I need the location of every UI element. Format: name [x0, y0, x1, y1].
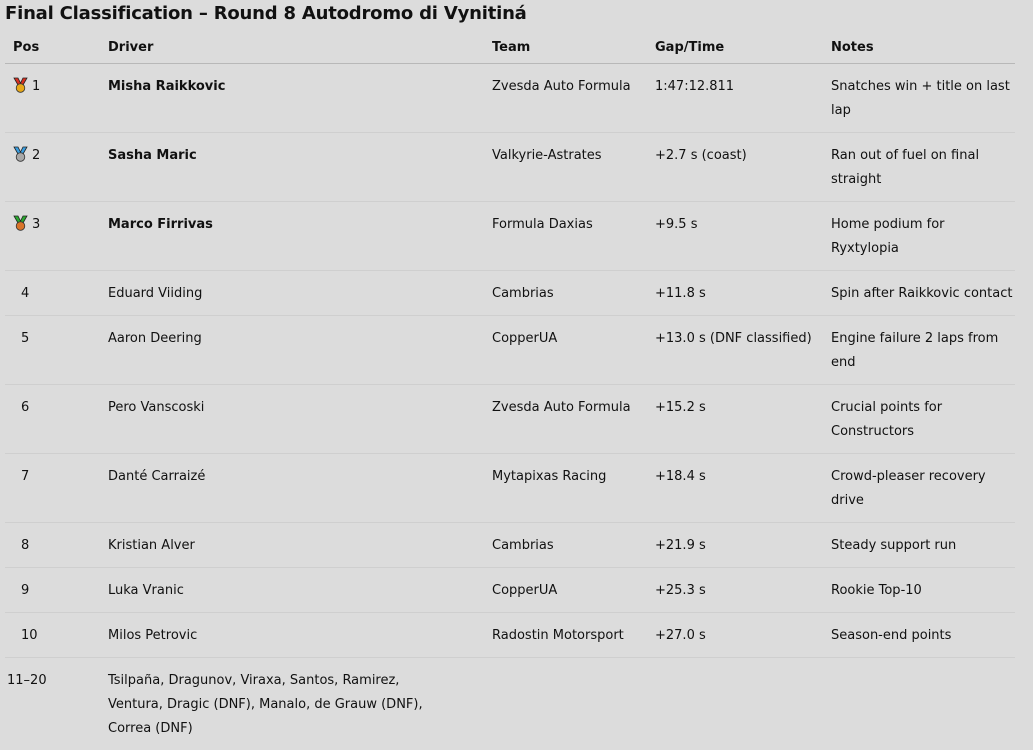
bronze-medal-icon — [13, 215, 28, 231]
driver-name: Marco Firrivas — [108, 202, 492, 271]
pos-cell: 4 — [5, 271, 108, 316]
table-row: 5 Aaron Deering CopperUA +13.0 s (DNF cl… — [5, 316, 1015, 385]
gap-time: +27.0 s — [655, 613, 831, 658]
header-pos: Pos — [5, 32, 108, 64]
gap-time: +15.2 s — [655, 385, 831, 454]
driver-name: Danté Carraizé — [108, 454, 492, 523]
pos-cell: 6 — [5, 385, 108, 454]
header-gap: Gap/Time — [655, 32, 831, 64]
classification-table: Pos Driver Team Gap/Time Notes 1 Misha R… — [5, 32, 1015, 750]
team-name: CopperUA — [492, 568, 655, 613]
gap-time: +21.9 s — [655, 523, 831, 568]
driver-name: Luka Vranic — [108, 568, 492, 613]
page-title: Final Classification – Round 8 Autodromo… — [5, 3, 527, 24]
header-notes: Notes — [831, 32, 1015, 64]
table-row: 8 Kristian Alver Cambrias +21.9 s Steady… — [5, 523, 1015, 568]
position: 5 — [13, 327, 29, 351]
driver-name: Sasha Maric — [108, 133, 492, 202]
table-row: 10 Milos Petrovic Radostin Motorsport +2… — [5, 613, 1015, 658]
driver-name: Misha Raikkovic — [108, 64, 492, 133]
team-name: CopperUA — [492, 316, 655, 385]
pos-cell: 3 — [5, 202, 108, 271]
gap-time: +11.8 s — [655, 271, 831, 316]
notes: Steady support run — [831, 523, 1015, 568]
team-name: Formula Daxias — [492, 202, 655, 271]
pos-cell: 1 — [5, 64, 108, 133]
driver-name: Kristian Alver — [108, 523, 492, 568]
position: 8 — [13, 534, 29, 558]
table-header: Pos Driver Team Gap/Time Notes — [5, 32, 1015, 64]
gap-time: +2.7 s (coast) — [655, 133, 831, 202]
position: 6 — [13, 396, 29, 420]
position: 4 — [13, 282, 29, 306]
notes: Snatches win + title on last lap — [831, 64, 1015, 133]
position: 3 — [32, 213, 40, 237]
pos-cell: 2 — [5, 133, 108, 202]
other-drivers: Tsilpaña, Dragunov, Viraxa, Santos, Rami… — [108, 658, 655, 750]
team-name: Zvesda Auto Formula — [492, 64, 655, 133]
team-name: Radostin Motorsport — [492, 613, 655, 658]
pos-cell: 9 — [5, 568, 108, 613]
gap-time: +13.0 s (DNF classified) — [655, 316, 831, 385]
position: 7 — [13, 465, 29, 489]
position: 1 — [32, 75, 40, 99]
notes: Ran out of fuel on final straight — [831, 133, 1015, 202]
notes: Engine failure 2 laps from end — [831, 316, 1015, 385]
driver-name: Pero Vanscoski — [108, 385, 492, 454]
notes: Rookie Top-10 — [831, 568, 1015, 613]
table-row-others: 11–20 Tsilpaña, Dragunov, Viraxa, Santos… — [5, 658, 1015, 750]
table-row: 3 Marco Firrivas Formula Daxias +9.5 s H… — [5, 202, 1015, 271]
position-range: 11–20 — [5, 658, 108, 750]
team-name: Cambrias — [492, 523, 655, 568]
driver-name: Milos Petrovic — [108, 613, 492, 658]
position: 10 — [13, 624, 38, 648]
team-name: Zvesda Auto Formula — [492, 385, 655, 454]
other-drivers-text: Tsilpaña, Dragunov, Viraxa, Santos, Rami… — [108, 669, 448, 741]
table-row: 2 Sasha Maric Valkyrie-Astrates +2.7 s (… — [5, 133, 1015, 202]
driver-name: Aaron Deering — [108, 316, 492, 385]
notes: Spin after Raikkovic contact — [831, 271, 1015, 316]
position: 2 — [32, 144, 40, 168]
notes: Crowd-pleaser recovery drive — [831, 454, 1015, 523]
table-row: 7 Danté Carraizé Mytapixas Racing +18.4 … — [5, 454, 1015, 523]
pos-cell: 8 — [5, 523, 108, 568]
gap-time: +18.4 s — [655, 454, 831, 523]
silver-medal-icon — [13, 146, 28, 162]
gold-medal-icon — [13, 77, 28, 93]
header-team: Team — [492, 32, 655, 64]
table-row: 1 Misha Raikkovic Zvesda Auto Formula 1:… — [5, 64, 1015, 133]
notes: Season-end points — [831, 613, 1015, 658]
team-name: Mytapixas Racing — [492, 454, 655, 523]
team-name: Cambrias — [492, 271, 655, 316]
table-row: 6 Pero Vanscoski Zvesda Auto Formula +15… — [5, 385, 1015, 454]
pos-cell: 5 — [5, 316, 108, 385]
gap-time: +25.3 s — [655, 568, 831, 613]
notes: Home podium for Ryxtylopia — [831, 202, 1015, 271]
pos-cell: 10 — [5, 613, 108, 658]
gap-time: +9.5 s — [655, 202, 831, 271]
pos-cell: 7 — [5, 454, 108, 523]
header-driver: Driver — [108, 32, 492, 64]
gap-time: 1:47:12.811 — [655, 64, 831, 133]
position: 9 — [13, 579, 29, 603]
table-row: 9 Luka Vranic CopperUA +25.3 s Rookie To… — [5, 568, 1015, 613]
table-row: 4 Eduard Viiding Cambrias +11.8 s Spin a… — [5, 271, 1015, 316]
notes: Crucial points for Constructors — [831, 385, 1015, 454]
driver-name: Eduard Viiding — [108, 271, 492, 316]
team-name: Valkyrie-Astrates — [492, 133, 655, 202]
